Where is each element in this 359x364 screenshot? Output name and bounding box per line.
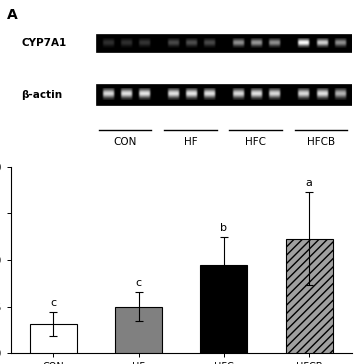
Text: b: b — [220, 223, 227, 233]
Text: CON: CON — [113, 136, 137, 147]
Bar — [286, 238, 333, 353]
Bar — [115, 306, 162, 353]
Text: c: c — [50, 298, 56, 308]
Text: c: c — [136, 278, 142, 288]
Bar — [200, 265, 247, 353]
Bar — [30, 324, 77, 353]
Text: A: A — [7, 8, 18, 22]
Bar — [96, 84, 352, 105]
Text: CYP7A1: CYP7A1 — [21, 38, 66, 48]
Text: HF: HF — [183, 136, 197, 147]
Text: β-actin: β-actin — [21, 90, 62, 100]
Text: a: a — [306, 178, 313, 188]
Text: HFC: HFC — [245, 136, 266, 147]
Bar — [96, 34, 352, 52]
Text: HFCB: HFCB — [307, 136, 335, 147]
